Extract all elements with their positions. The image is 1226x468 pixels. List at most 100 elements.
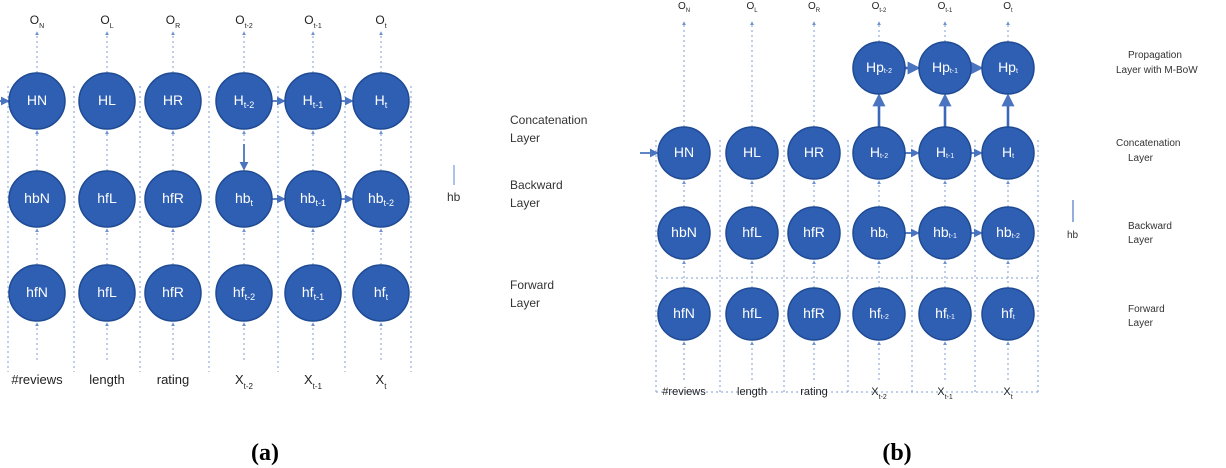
a-forward-node-5-label-main: hf — [374, 284, 386, 300]
a-concat-node-3-label: Ht-2 — [234, 92, 255, 111]
a-forward-node-1: hfL — [78, 264, 136, 322]
a-forward-node-4-circle — [284, 264, 342, 322]
b-forward-node-0-circle — [657, 287, 711, 341]
a-concat-node-1: HL — [78, 72, 136, 130]
b-forward-node-5-label: hft — [1001, 305, 1015, 322]
a-concat-node-2-circle — [144, 72, 202, 130]
panel-a-backward-label-line1: Backward — [510, 178, 563, 192]
b-concat-node-3-label-sub: t-2 — [880, 153, 888, 160]
b-input-label-0: #reviews — [662, 386, 706, 398]
a-backward-node-2: hfR — [144, 170, 202, 228]
b-backward-node-4-label: hbt-1 — [933, 224, 957, 241]
b-backward-node-3-label-main: hb — [870, 224, 886, 240]
b-forward-node-5-label-main: hf — [1001, 305, 1013, 321]
panel-b-backward-label-line2: Layer — [1128, 235, 1154, 246]
b-input-label-3-main: X — [871, 386, 879, 398]
b-propagation-node-1-label: Hpt-1 — [932, 59, 958, 76]
b-forward-node-3-circle — [852, 287, 906, 341]
b-forward-node-3-label-main: hf — [869, 305, 881, 321]
b-concat-node-1-label: HL — [743, 144, 761, 160]
b-forward-node-4: hft-1 — [918, 287, 972, 341]
b-propagation-node-1-circle — [918, 41, 972, 95]
b-backward-node-3: hbt — [852, 206, 906, 260]
b-propagation-node-0: Hpt-2 — [852, 41, 906, 95]
panel-a-forward-label-line2: Layer — [510, 296, 540, 310]
b-input-label-4-sub: t-1 — [945, 394, 953, 401]
b-output-label-1-sub: L — [754, 8, 758, 14]
b-forward-node-2: hfR — [787, 287, 841, 341]
b-input-label-1-main: length — [737, 386, 767, 398]
panel-b-forward-label-line1: Forward — [1128, 304, 1165, 315]
b-backward-node-4-label-sub: t-1 — [949, 233, 957, 240]
b-backward-node-1-circle — [725, 206, 779, 260]
a-backward-node-1-circle — [78, 170, 136, 228]
b-forward-node-5-circle — [981, 287, 1035, 341]
a-concat-node-0-circle — [8, 72, 66, 130]
b-concat-node-2-label: HR — [804, 144, 824, 160]
panel-b-concat-label-line2: Layer — [1128, 153, 1154, 164]
a-forward-node-4-label: hft-1 — [302, 284, 324, 303]
a-forward-node-1-label: hfL — [97, 284, 117, 300]
a-output-label-3-main: O — [235, 13, 244, 27]
a-forward-node-3-label: hft-2 — [233, 284, 255, 303]
b-concat-node-2-circle — [787, 126, 841, 180]
b-input-label-1: length — [737, 386, 767, 398]
a-forward-node-2-label: hfR — [162, 284, 184, 300]
b-propagation-node-1-label-main: Hp — [932, 59, 950, 75]
a-output-label-3-sub: t-2 — [245, 23, 253, 30]
a-forward-node-0-label: hfN — [26, 284, 48, 300]
b-backward-node-5-circle — [981, 206, 1035, 260]
a-backward-node-4-label-main: hb — [300, 190, 316, 206]
a-output-label-5-main: O — [375, 13, 384, 27]
b-concat-node-3-label: Ht-2 — [870, 144, 888, 161]
panel-b-prop-label-line2: Layer with M-BoW — [1116, 65, 1198, 76]
a-backward-node-3: hbt — [215, 170, 273, 228]
b-input-label-3: Xt-2 — [871, 386, 887, 401]
panel-b-concat-label-line1: Concatenation — [1116, 138, 1181, 149]
a-input-label-3: Xt-2 — [235, 372, 254, 391]
b-backward-node-0-circle — [657, 206, 711, 260]
b-backward-node-2-label: hfR — [803, 224, 825, 240]
a-concat-node-0-label-main: HN — [27, 92, 47, 108]
b-backward-node-0-label-main: hbN — [671, 224, 697, 240]
panel-b-hb-legend-label: hb — [1067, 230, 1079, 241]
a-concat-node-4-label: Ht-1 — [303, 92, 324, 111]
a-backward-node-3-circle — [215, 170, 273, 228]
b-concat-node-3-label-main: H — [870, 144, 880, 160]
a-backward-node-5-label-main: hb — [368, 190, 384, 206]
a-concat-node-2: HR — [144, 72, 202, 130]
a-concat-node-5-label-main: H — [375, 92, 385, 108]
a-input-label-1: length — [89, 372, 124, 387]
b-backward-node-4-circle — [918, 206, 972, 260]
panel-a-backward-label-line2: Layer — [510, 196, 540, 210]
b-concat-node-1: HL — [725, 126, 779, 180]
b-concat-node-2: HR — [787, 126, 841, 180]
b-output-label-5-sub: t — [1011, 8, 1013, 14]
a-concat-node-2-label: HR — [163, 92, 183, 108]
b-backward-node-5-label: hbt-2 — [996, 224, 1020, 241]
b-forward-node-0-label-main: hfN — [673, 305, 695, 321]
b-forward-node-5: hft — [981, 287, 1035, 341]
b-forward-node-1: hfL — [725, 287, 779, 341]
b-concat-node-5-label-sub: t — [1012, 153, 1014, 160]
b-output-label-4: Ot-1 — [938, 1, 953, 14]
b-output-label-0: ON — [678, 1, 690, 14]
b-forward-node-5-label-sub: t — [1013, 314, 1015, 321]
b-backward-node-3-label-sub: t — [886, 233, 888, 240]
b-forward-node-4-label: hft-1 — [935, 305, 955, 322]
b-input-label-2: rating — [800, 386, 828, 398]
b-concat-node-3-circle — [852, 126, 906, 180]
panel-a-edges — [0, 31, 412, 372]
b-output-label-5: Ot — [1003, 1, 1013, 14]
panel-a-caption: (a) — [251, 440, 279, 466]
b-forward-node-1-label: hfL — [742, 305, 762, 321]
b-propagation-node-2-label-main: Hp — [998, 59, 1016, 75]
b-propagation-node-2-label-sub: t — [1016, 68, 1018, 75]
b-input-label-4: Xt-1 — [937, 386, 953, 401]
b-input-label-5-main: X — [1003, 386, 1011, 398]
b-forward-node-1-label-main: hfL — [742, 305, 762, 321]
a-concat-node-5: Ht — [352, 72, 410, 130]
a-output-label-5: Ot — [375, 13, 386, 30]
a-concat-node-3-label-sub: t-2 — [244, 100, 255, 110]
